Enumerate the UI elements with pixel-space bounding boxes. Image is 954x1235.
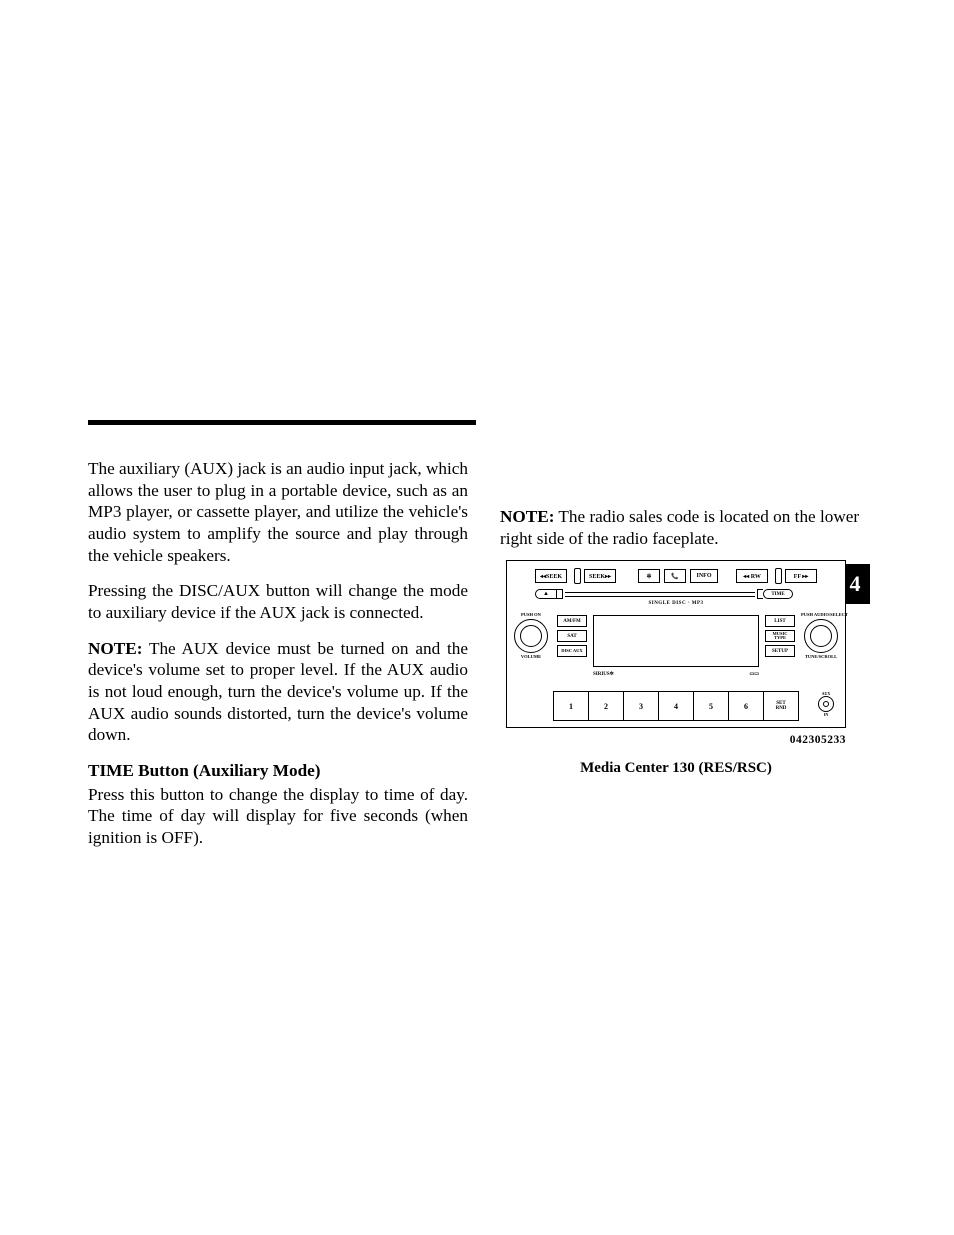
setup-button: SETUP bbox=[765, 645, 795, 657]
paragraph-note-sales-code: NOTE: The radio sales code is located on… bbox=[500, 506, 880, 549]
amfm-button: AM/FM bbox=[557, 615, 587, 627]
volume-knob-bottom-label: VOLUME bbox=[511, 654, 551, 659]
set-rnd-button: SET RND bbox=[763, 691, 799, 721]
radio-faceplate: ◂◂SEEK SEEK▸▸ ✲ 📞 INFO ◂◂ RW FF ▸▸ ▲ TIM… bbox=[506, 560, 846, 728]
left-button-column: AM/FM SAT DISC AUX bbox=[557, 615, 587, 657]
list-button: LIST bbox=[765, 615, 795, 627]
time-button: TIME bbox=[763, 589, 793, 599]
info-button: INFO bbox=[690, 569, 718, 583]
preset-3: 3 bbox=[623, 691, 658, 721]
note-body: The radio sales code is located on the l… bbox=[500, 507, 859, 548]
voice-button: ✲ bbox=[638, 569, 660, 583]
radio-top-row: ◂◂SEEK SEEK▸▸ ✲ 📞 INFO ◂◂ RW FF ▸▸ bbox=[535, 567, 817, 585]
tune-knob-bottom-label: TUNE/SCROLL bbox=[801, 654, 841, 659]
left-column: The auxiliary (AUX) jack is an audio inp… bbox=[88, 458, 468, 863]
ff-button: FF ▸▸ bbox=[785, 569, 817, 583]
rnd-label: RND bbox=[776, 706, 787, 711]
aux-jack-icon bbox=[818, 696, 834, 712]
volume-knob: PUSH ON VOLUME bbox=[511, 613, 551, 659]
aux-jack: AUX IN bbox=[815, 691, 837, 717]
sirius-logo: SIRIUS✲ bbox=[593, 671, 614, 677]
header-rule bbox=[88, 420, 476, 425]
tune-knob: PUSH AUDIO/SELECT TUNE/SCROLL bbox=[801, 613, 841, 659]
sat-button: SAT bbox=[557, 630, 587, 642]
eject-button: ▲ bbox=[535, 589, 557, 599]
tune-knob-top-label: PUSH AUDIO/SELECT bbox=[801, 613, 841, 618]
preset-5: 5 bbox=[693, 691, 728, 721]
preset-1: 1 bbox=[553, 691, 588, 721]
right-column: NOTE: The radio sales code is located on… bbox=[500, 458, 880, 563]
disc-slot-row: ▲ TIME bbox=[535, 589, 793, 599]
seek-prev-button: ◂◂SEEK bbox=[535, 569, 567, 583]
right-button-column: LIST MUSIC TYPE SETUP bbox=[765, 615, 795, 657]
music-type-button: MUSIC TYPE bbox=[765, 630, 795, 642]
note-label: NOTE: bbox=[88, 639, 142, 658]
preset-row: 1 2 3 4 5 6 SET RND bbox=[553, 691, 799, 721]
dolby-logo-icon: ▭▭ bbox=[750, 671, 759, 677]
paragraph-time-button: Press this button to change the display … bbox=[88, 784, 468, 849]
paragraph-disc-aux: Pressing the DISC/AUX button will change… bbox=[88, 580, 468, 623]
figure-caption: Media Center 130 (RES/RSC) bbox=[506, 760, 846, 777]
slot-end-left-icon bbox=[557, 589, 563, 599]
rw-button: ◂◂ RW bbox=[736, 569, 768, 583]
paragraph-note-aux-level: NOTE: The AUX device must be turned on a… bbox=[88, 638, 468, 746]
figure-media-center: ◂◂SEEK SEEK▸▸ ✲ 📞 INFO ◂◂ RW FF ▸▸ ▲ TIM… bbox=[506, 560, 846, 777]
preset-4: 4 bbox=[658, 691, 693, 721]
preset-2: 2 bbox=[588, 691, 623, 721]
ff-rocker-icon bbox=[775, 568, 782, 584]
knob-icon bbox=[514, 619, 548, 653]
phone-button: 📞 bbox=[664, 569, 686, 583]
subheading-time-button: TIME Button (Auxiliary Mode) bbox=[88, 760, 468, 782]
seek-next-button: SEEK▸▸ bbox=[584, 569, 616, 583]
paragraph-aux-intro: The auxiliary (AUX) jack is an audio inp… bbox=[88, 458, 468, 566]
note-body: The AUX device must be turned on and the… bbox=[88, 639, 468, 745]
aux-bottom-label: IN bbox=[815, 712, 837, 717]
knob-icon bbox=[804, 619, 838, 653]
disc-slot-icon bbox=[565, 592, 755, 597]
volume-knob-top-label: PUSH ON bbox=[511, 613, 551, 618]
figure-id: 042305233 bbox=[506, 734, 846, 746]
seek-rocker-icon bbox=[574, 568, 581, 584]
slot-label: SINGLE DISC · MP3 bbox=[507, 601, 845, 606]
radio-display bbox=[593, 615, 759, 667]
disc-aux-button: DISC AUX bbox=[557, 645, 587, 657]
note-label: NOTE: bbox=[500, 507, 554, 526]
preset-6: 6 bbox=[728, 691, 763, 721]
